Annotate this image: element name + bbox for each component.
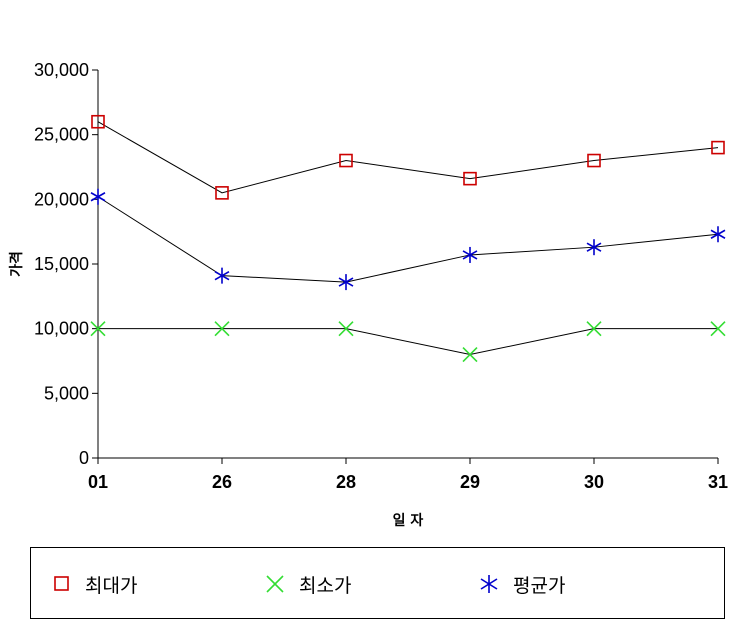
x-marker-stroke (90, 321, 106, 337)
data-point (462, 346, 478, 363)
x-marker-stroke-b (266, 575, 284, 593)
asterisk-stroke (586, 242, 602, 252)
data-point (91, 114, 105, 129)
y-tick-label: 15,000 (34, 254, 89, 274)
legend-item-avg: 평균가 (479, 548, 565, 620)
x-tick-label: 01 (88, 472, 108, 492)
x-marker-icon (266, 575, 284, 593)
asterisk-stroke-c (480, 578, 498, 590)
data-point (338, 274, 354, 291)
data-point (586, 239, 602, 256)
data-point (215, 186, 229, 200)
x-marker-stroke (462, 346, 478, 363)
data-point (586, 321, 602, 337)
series-markers (90, 114, 726, 363)
x-tick-label: 31 (708, 472, 728, 492)
x-tick-label: 30 (584, 472, 604, 492)
y-tick-label: 30,000 (34, 60, 89, 80)
square-marker-icon (54, 576, 69, 591)
asterisk-stroke (710, 229, 726, 239)
legend: 최대가 최소가 평균가 (30, 547, 725, 619)
square-marker (711, 140, 725, 155)
legend-label-avg: 평균가 (513, 574, 566, 597)
data-point (711, 140, 725, 155)
square-marker (339, 153, 353, 168)
data-point (587, 153, 601, 168)
data-point (214, 267, 230, 284)
y-tick-label: 0 (79, 448, 89, 468)
square-marker-shape (54, 576, 69, 591)
y-tick-label: 25,000 (34, 125, 89, 145)
data-point (463, 171, 477, 186)
x-marker-stroke (710, 321, 726, 337)
x-tick-label: 26 (212, 472, 232, 492)
asterisk-marker-icon (480, 575, 498, 593)
y-tick-label: 5,000 (44, 383, 89, 403)
y-tick-label: 10,000 (34, 319, 89, 339)
y-tick-label: 20,000 (34, 189, 89, 209)
data-point (90, 321, 106, 337)
x-marker-stroke (586, 321, 602, 337)
series-line-0 (97, 121, 719, 194)
line-chart: 0 5,000 10,000 15,000 20,000 25,000 30,000 01 2… (8, 60, 728, 529)
square-marker (215, 186, 229, 200)
data-point (339, 153, 353, 168)
square-marker (587, 153, 601, 168)
data-point (710, 321, 726, 337)
data-point (462, 246, 478, 263)
y-axis-title: 가격 (8, 251, 25, 277)
legend-item-max: 최대가 (53, 548, 137, 620)
series-line-1 (98, 328, 718, 356)
asterisk-stroke (90, 192, 106, 202)
data-point (214, 321, 230, 337)
series-lines (97, 121, 719, 356)
data-point (710, 226, 726, 243)
legend-item-min: 최소가 (265, 548, 351, 620)
square-marker (463, 171, 477, 186)
y-axis: 0 5,000 10,000 15,000 20,000 25,000 30,000 (34, 60, 99, 468)
square-marker (91, 114, 105, 129)
data-point (338, 321, 354, 337)
x-axis-title: 일 자 (393, 513, 424, 529)
asterisk-stroke (338, 277, 354, 287)
x-axis: 01 26 28 29 30 31 (88, 457, 728, 492)
x-marker-stroke (338, 321, 354, 337)
x-tick-label: 29 (460, 472, 480, 492)
data-point (90, 188, 106, 205)
legend-label-min: 최소가 (299, 574, 352, 597)
series-line-2 (97, 196, 719, 283)
x-marker-stroke (214, 321, 230, 337)
x-tick-label: 28 (336, 472, 356, 492)
asterisk-stroke (214, 270, 230, 281)
legend-label-max: 최대가 (85, 574, 138, 597)
asterisk-stroke (462, 250, 478, 260)
